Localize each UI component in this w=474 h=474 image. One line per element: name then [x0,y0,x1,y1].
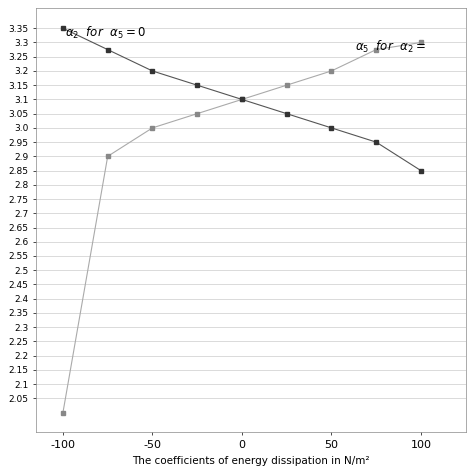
Text: $\alpha_2$  $\it{for}$  $\alpha_5 = 0$: $\alpha_2$ $\it{for}$ $\alpha_5 = 0$ [65,25,146,41]
Text: $\alpha_5$  $\it{for}$  $\alpha_2 =$: $\alpha_5$ $\it{for}$ $\alpha_2 =$ [355,39,425,55]
X-axis label: The coefficients of energy dissipation in N/m²: The coefficients of energy dissipation i… [132,456,370,465]
